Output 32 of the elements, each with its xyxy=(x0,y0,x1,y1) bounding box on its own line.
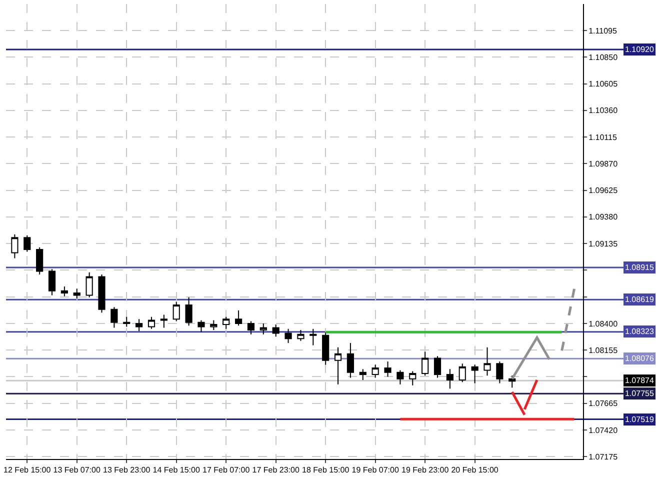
x-tick-label: 13 Feb 07:00 xyxy=(53,466,101,475)
ref-line-label: 1.10920 xyxy=(625,45,654,54)
x-tick-label: 14 Feb 15:00 xyxy=(152,466,200,475)
ref-line-label: 1.08915 xyxy=(625,263,654,272)
x-tick-label: 20 Feb 15:00 xyxy=(451,466,499,475)
y-tick-label: 1.10605 xyxy=(588,80,618,89)
y-tick-label: 1.08400 xyxy=(588,319,618,328)
ref-line-label: 1.08619 xyxy=(625,295,654,304)
y-tick-label: 1.07420 xyxy=(588,426,618,435)
ref-line-label: 1.08323 xyxy=(625,327,654,336)
y-tick-label: 1.09870 xyxy=(588,159,618,168)
y-tick-label: 1.10115 xyxy=(588,132,618,142)
y-tick-label: 1.08155 xyxy=(588,346,618,355)
y-tick-label: 1.09135 xyxy=(588,239,618,248)
x-tick-label: 17 Feb 23:00 xyxy=(252,466,300,475)
x-tick-label: 12 Feb 15:00 xyxy=(4,466,52,475)
y-tick-label: 1.09380 xyxy=(588,212,618,222)
y-tick-label: 1.10850 xyxy=(588,52,618,62)
y-tick-label: 1.11095 xyxy=(588,26,618,36)
x-tick-label: 17 Feb 07:00 xyxy=(202,466,250,475)
x-tick-label: 18 Feb 15:00 xyxy=(302,466,350,475)
y-tick-label: 1.07665 xyxy=(588,399,618,408)
y-tick-label: 1.09625 xyxy=(588,186,618,196)
y-tick-label: 1.10360 xyxy=(588,106,618,116)
ref-line-label: 1.07755 xyxy=(625,389,654,398)
y-tick-label: 1.07175 xyxy=(588,452,618,462)
x-tick-label: 19 Feb 07:00 xyxy=(352,466,400,475)
x-tick-label: 19 Feb 23:00 xyxy=(401,466,450,475)
ref-line-label: 1.07874 xyxy=(625,376,654,385)
ref-line-label: 1.08076 xyxy=(625,354,654,363)
ref-line-label: 1.07519 xyxy=(625,415,654,424)
x-tick-label: 13 Feb 23:00 xyxy=(103,466,151,475)
